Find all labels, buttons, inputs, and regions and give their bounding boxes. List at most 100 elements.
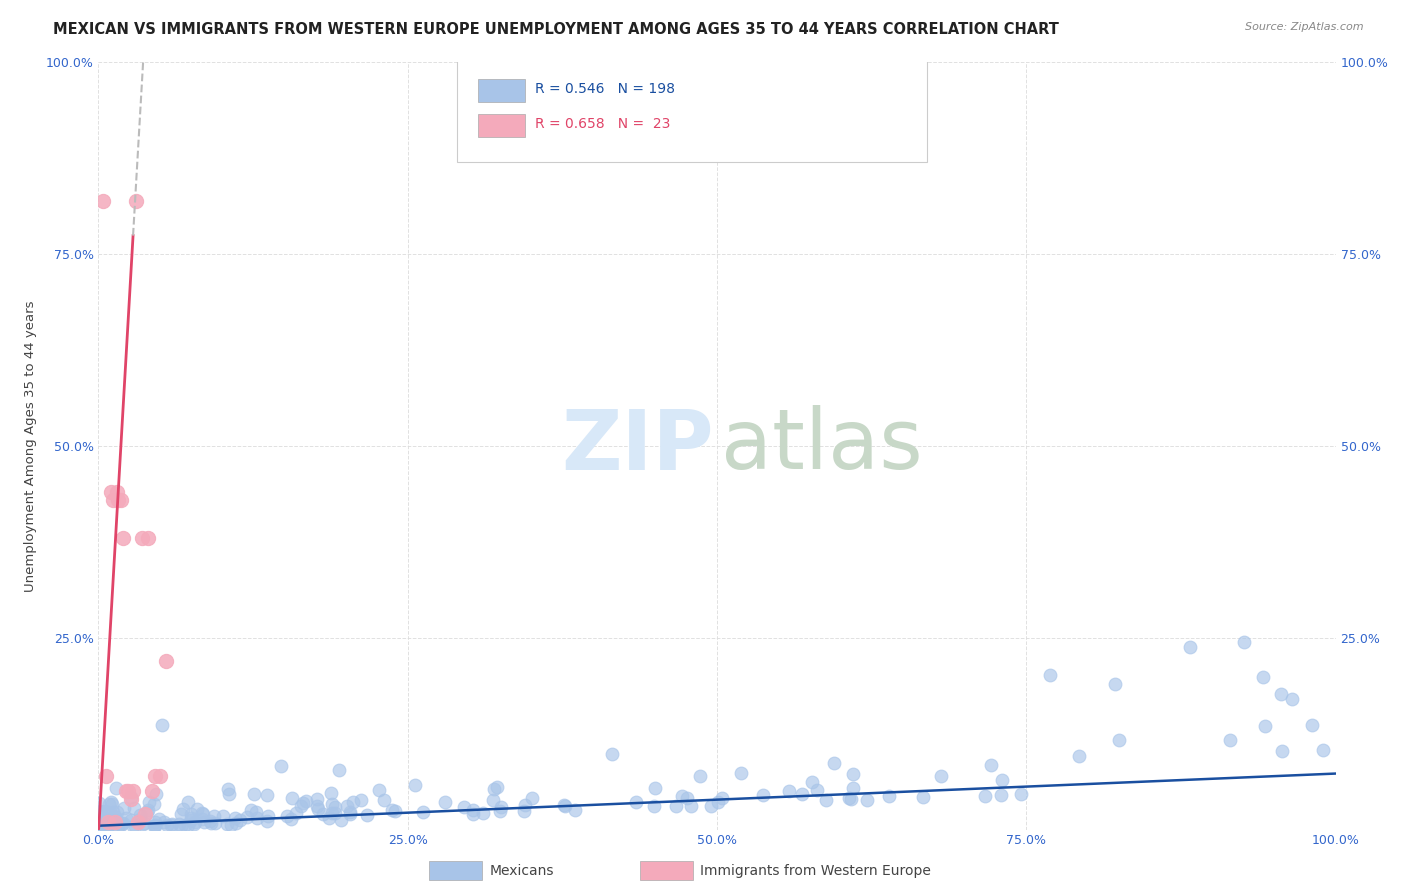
Point	[93, 194, 115, 208]
Point	[381, 803, 404, 817]
Point	[212, 808, 235, 822]
Point	[292, 796, 315, 810]
Point	[170, 807, 193, 822]
Point	[115, 811, 138, 825]
Point	[136, 803, 159, 817]
Point	[404, 778, 426, 792]
Point	[1301, 718, 1323, 732]
Point	[482, 782, 505, 797]
Point	[173, 818, 195, 832]
Point	[100, 796, 122, 810]
Point	[143, 819, 166, 833]
Point	[1251, 670, 1274, 684]
Point	[330, 813, 353, 827]
Text: Immigrants from Western Europe: Immigrants from Western Europe	[700, 863, 931, 878]
Point	[131, 531, 153, 545]
Point	[980, 758, 1002, 772]
Point	[644, 781, 666, 796]
Point	[136, 531, 159, 545]
Point	[89, 819, 111, 833]
Point	[87, 817, 110, 831]
Point	[990, 788, 1012, 802]
Point	[624, 795, 647, 809]
Point	[138, 795, 160, 809]
Point	[100, 485, 122, 500]
Point	[120, 813, 142, 827]
Point	[93, 805, 115, 819]
Point	[141, 784, 163, 798]
Point	[1108, 732, 1130, 747]
Point	[103, 814, 125, 829]
Point	[156, 818, 179, 832]
Point	[215, 817, 238, 831]
Point	[103, 810, 125, 824]
Point	[461, 807, 484, 822]
Point	[124, 194, 146, 208]
Point	[706, 795, 728, 809]
Point	[110, 816, 132, 830]
Point	[155, 654, 177, 668]
Point	[453, 800, 475, 814]
Text: MEXICAN VS IMMIGRANTS FROM WESTERN EUROPE UNEMPLOYMENT AMONG AGES 35 TO 44 YEARS: MEXICAN VS IMMIGRANTS FROM WESTERN EUROP…	[53, 22, 1059, 37]
Y-axis label: Unemployment Among Ages 35 to 44 years: Unemployment Among Ages 35 to 44 years	[24, 301, 38, 591]
Point	[89, 815, 111, 830]
Text: atlas: atlas	[721, 406, 922, 486]
Point	[198, 814, 221, 829]
Point	[350, 793, 373, 807]
Point	[256, 814, 278, 828]
Point	[110, 492, 132, 507]
Point	[912, 789, 935, 804]
Point	[312, 807, 335, 822]
Point	[368, 782, 391, 797]
Point	[323, 805, 346, 820]
Point	[1038, 668, 1060, 682]
Point	[665, 798, 688, 813]
Point	[202, 809, 225, 823]
Point	[129, 807, 152, 822]
Point	[842, 767, 865, 781]
Text: ZIP: ZIP	[561, 406, 713, 486]
Point	[193, 815, 215, 830]
Point	[183, 814, 205, 829]
Point	[323, 800, 346, 814]
Point	[280, 791, 302, 805]
Point	[246, 811, 269, 825]
Point	[148, 812, 170, 826]
Point	[112, 801, 135, 815]
Point	[100, 797, 122, 812]
Point	[600, 747, 623, 761]
Point	[564, 803, 586, 817]
Point	[89, 822, 111, 837]
Point	[120, 792, 142, 806]
Point	[321, 786, 343, 800]
Point	[117, 784, 139, 798]
Point	[217, 781, 239, 796]
Point	[145, 815, 167, 830]
Point	[87, 811, 110, 825]
Point	[87, 820, 110, 834]
Point	[180, 807, 202, 822]
Point	[170, 819, 193, 833]
Point	[489, 800, 512, 814]
Point	[373, 793, 395, 807]
Point	[513, 805, 536, 819]
Point	[434, 795, 457, 809]
Point	[132, 815, 155, 830]
Point	[105, 485, 128, 500]
Point	[180, 811, 202, 825]
Point	[276, 808, 298, 822]
Point	[143, 769, 166, 783]
Point	[87, 808, 110, 822]
Point	[700, 798, 723, 813]
Point	[89, 810, 111, 824]
Point	[191, 812, 214, 826]
Point	[89, 804, 111, 818]
Point	[127, 814, 149, 829]
Point	[1067, 749, 1090, 764]
Point	[305, 798, 328, 813]
Point	[105, 805, 128, 819]
Point	[356, 808, 378, 822]
Point	[463, 803, 485, 817]
Point	[1010, 787, 1032, 801]
Point	[1178, 640, 1201, 655]
